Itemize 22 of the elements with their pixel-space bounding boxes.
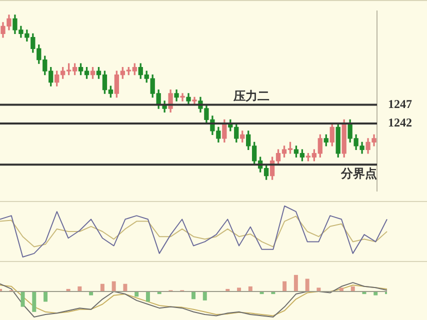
bar	[305, 278, 310, 292]
bar	[282, 281, 287, 292]
bar	[374, 292, 378, 296]
bar	[20, 292, 25, 307]
y-tick-label: 1247	[388, 96, 412, 111]
bar	[89, 292, 94, 296]
bar	[100, 284, 104, 292]
bar	[339, 288, 344, 292]
bar	[44, 292, 48, 302]
bar	[202, 292, 207, 300]
y-tick-label: 1242	[388, 116, 412, 130]
ref-line-label: 分界点	[340, 166, 377, 181]
bar	[237, 288, 242, 292]
bar	[123, 284, 128, 292]
bar	[146, 292, 150, 302]
candlestick	[180, 93, 185, 102]
bar	[32, 292, 36, 312]
bar	[294, 274, 298, 292]
bar	[112, 281, 116, 292]
bar	[316, 288, 321, 292]
annotation: 压力二	[232, 88, 270, 103]
bar	[192, 292, 196, 300]
